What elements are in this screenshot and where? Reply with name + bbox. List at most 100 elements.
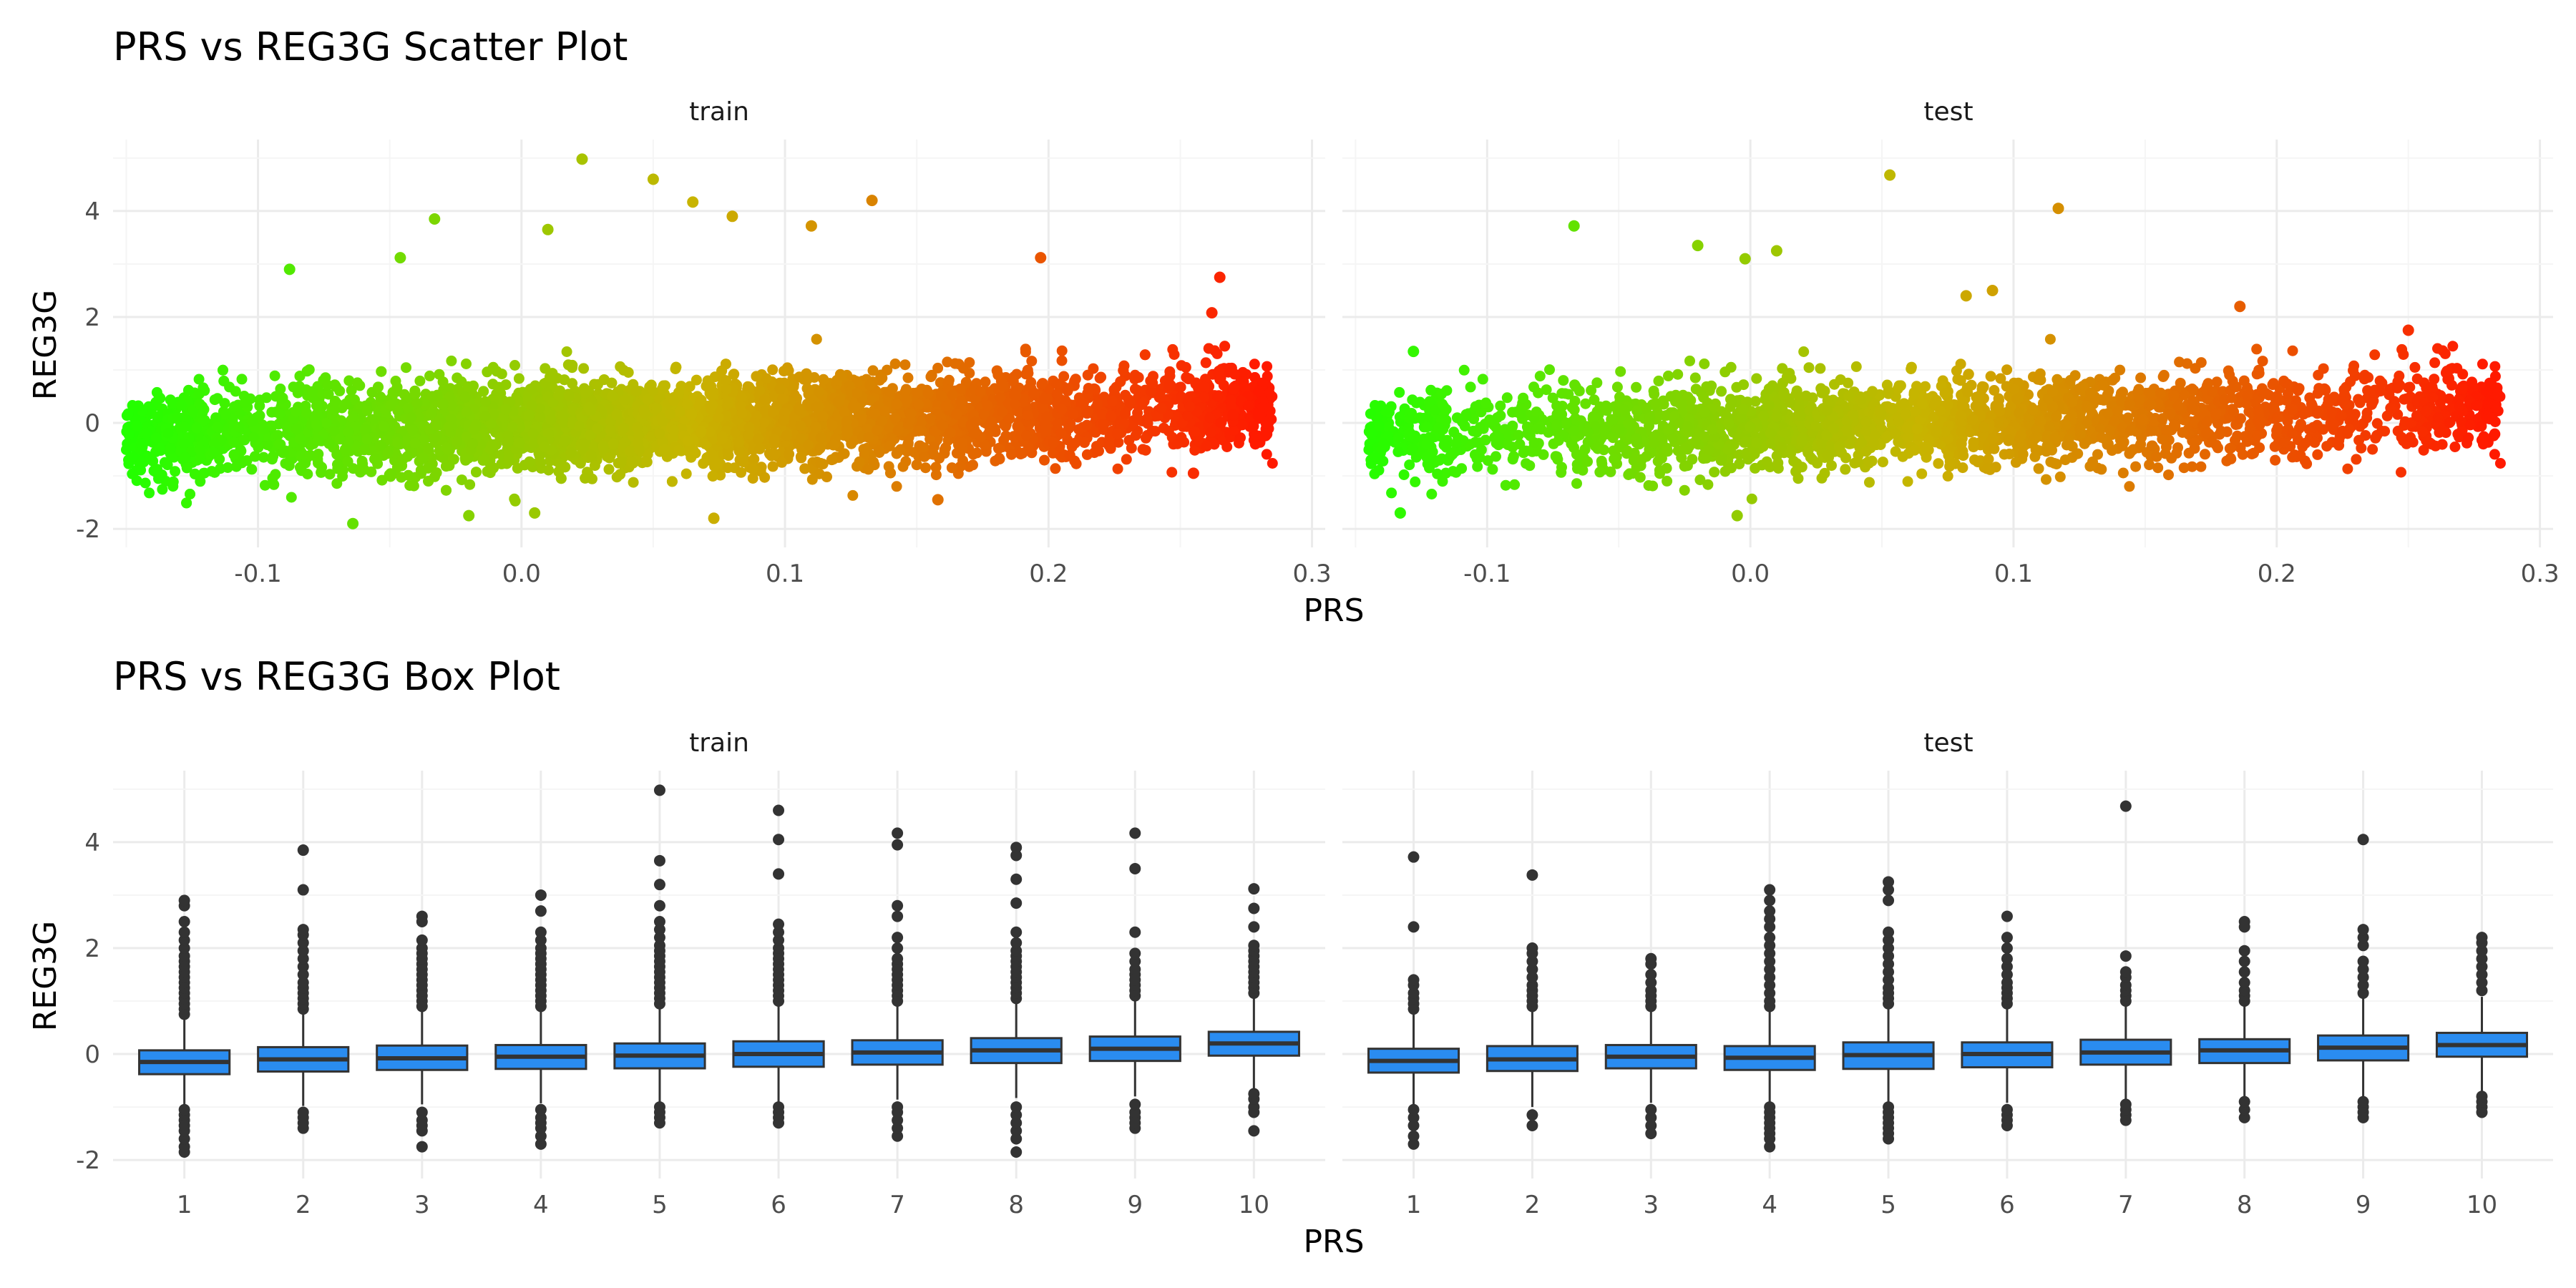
scatter-point xyxy=(446,355,457,366)
scatter-point xyxy=(1021,430,1032,441)
scatter-point xyxy=(361,405,373,416)
scatter-point xyxy=(291,424,302,434)
scatter-point xyxy=(560,462,571,473)
scatter-point xyxy=(759,394,771,406)
scatter-point xyxy=(376,474,388,486)
scatter-point xyxy=(270,469,281,480)
scatter-point xyxy=(986,416,997,427)
scatter-point xyxy=(1082,369,1093,381)
scatter-point xyxy=(733,436,744,448)
scatter-point xyxy=(753,433,764,444)
scatter-point xyxy=(1020,343,1031,355)
scatter-point xyxy=(1068,409,1079,420)
scatter-point xyxy=(162,459,173,471)
scatter-point xyxy=(269,370,280,381)
scatter-point xyxy=(743,421,755,433)
scatter-point xyxy=(343,426,354,438)
scatter-point xyxy=(172,412,183,424)
scatter-point xyxy=(189,468,200,479)
scatter-point xyxy=(854,456,865,467)
scatter-point xyxy=(813,386,824,397)
scatter-point xyxy=(424,370,435,381)
scatter-x-tick-label: 0.1 xyxy=(766,560,804,588)
scatter-point xyxy=(1200,357,1211,369)
scatter-point xyxy=(936,390,947,401)
scatter-point xyxy=(444,421,454,432)
scatter-x-tick-label: 0.0 xyxy=(502,560,541,588)
scatter-point xyxy=(258,452,269,463)
scatter-point xyxy=(1205,426,1216,438)
scatter-point xyxy=(294,371,306,382)
scatter-point xyxy=(254,400,265,411)
scatter-point xyxy=(937,419,947,431)
scatter-point xyxy=(493,381,504,393)
scatter-point xyxy=(950,358,961,369)
scatter-y-axis-title: REG3G xyxy=(27,290,64,401)
scatter-point xyxy=(323,438,335,449)
scatter-point xyxy=(300,457,311,469)
scatter-point xyxy=(259,479,270,491)
scatter-point xyxy=(228,449,240,460)
scatter-point xyxy=(704,387,716,399)
scatter-point xyxy=(777,393,789,404)
scatter-point xyxy=(262,439,273,451)
scatter-point xyxy=(769,434,780,445)
scatter-point xyxy=(1228,384,1239,395)
scatter-point xyxy=(526,383,537,394)
scatter-point xyxy=(359,424,371,435)
scatter-point xyxy=(316,467,327,478)
scatter-point xyxy=(1176,431,1187,443)
scatter-point xyxy=(1056,404,1068,415)
scatter-point xyxy=(322,379,333,391)
scatter-point xyxy=(167,476,179,487)
scatter-point xyxy=(864,379,876,391)
scatter-point xyxy=(1006,449,1017,460)
scatter-point xyxy=(441,461,452,472)
scatter-point xyxy=(229,401,240,412)
scatter-point xyxy=(407,424,418,436)
scatter-point xyxy=(580,387,591,399)
scatter-point xyxy=(1103,439,1115,451)
scatter-point xyxy=(1164,370,1176,381)
scatter-point xyxy=(441,442,452,454)
scatter-point xyxy=(902,372,914,384)
scatter-point xyxy=(218,364,228,376)
scatter-point xyxy=(1204,412,1216,424)
scatter-point xyxy=(1120,409,1131,420)
scatter-point xyxy=(795,420,806,431)
scatter-point xyxy=(1147,377,1158,389)
scatter-point xyxy=(668,424,680,436)
scatter-y-tick-label: 2 xyxy=(84,303,100,332)
scatter-point xyxy=(194,399,205,410)
scatter-point xyxy=(1112,463,1123,474)
scatter-point xyxy=(382,448,394,459)
scatter-point xyxy=(863,432,874,443)
scatter-point xyxy=(991,365,1002,376)
scatter-point xyxy=(332,459,343,470)
scatter-point xyxy=(545,414,557,425)
scatter-point xyxy=(889,358,901,369)
scatter-point xyxy=(487,361,499,373)
scatter-point xyxy=(178,438,190,449)
scatter-point xyxy=(415,468,426,479)
scatter-point xyxy=(975,386,986,397)
scatter-point xyxy=(747,473,758,484)
scatter-point xyxy=(876,416,887,426)
scatter-point xyxy=(754,443,766,454)
scatter-point xyxy=(1242,400,1254,411)
scatter-point xyxy=(709,461,721,472)
scatter-point xyxy=(1010,390,1022,401)
scatter-point xyxy=(631,422,643,434)
scatter-point xyxy=(208,447,218,458)
scatter-point xyxy=(912,387,923,399)
scatter-point xyxy=(507,421,518,433)
scatter-point xyxy=(891,481,902,492)
scatter-point xyxy=(376,366,387,377)
scatter-point xyxy=(1260,430,1272,441)
scatter-point xyxy=(1215,417,1226,429)
scatter-point xyxy=(459,391,471,403)
scatter-point xyxy=(815,458,826,469)
scatter-point xyxy=(239,397,250,409)
scatter-point xyxy=(1081,408,1093,419)
